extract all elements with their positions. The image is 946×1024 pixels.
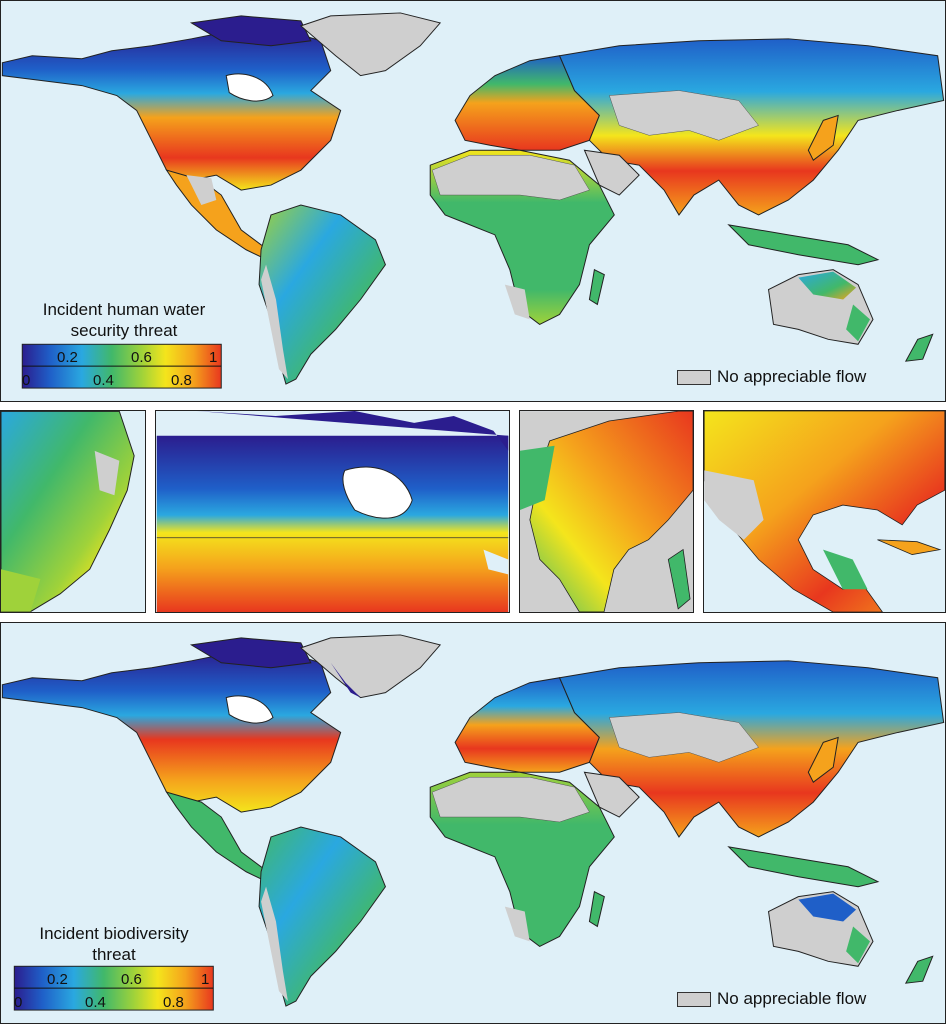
water-security-map: Incident human water security threat 0.2… — [0, 0, 946, 402]
water-tick-top-3: 1 — [209, 349, 218, 366]
inset-canada — [155, 410, 510, 613]
bio-no-flow-label: No appreciable flow — [717, 989, 867, 1008]
water-security-map-graphic — [1, 12, 945, 389]
bio-tick-top-3: 1 — [201, 971, 210, 988]
biodiversity-map-graphic — [1, 634, 945, 1011]
inset-south-america — [0, 410, 146, 613]
no-flow-swatch — [677, 991, 711, 1007]
bio-tick-bottom-2: 0.4 — [85, 994, 106, 1011]
bio-tick-bottom-3: 0.8 — [163, 994, 184, 1011]
north-america-landmass — [1, 28, 342, 191]
water-no-flow-label: No appreciable flow — [717, 367, 867, 386]
bio-legend-title-line2: threat — [92, 945, 136, 964]
water-tick-top-2: 0.6 — [131, 349, 152, 366]
bio-tick-bottom-1: 0 — [14, 994, 23, 1011]
no-flow-swatch — [677, 369, 711, 385]
water-tick-bottom-3: 0.8 — [171, 372, 192, 389]
bio-tick-top-1: 0.2 — [47, 971, 68, 988]
south-america-landmass — [258, 204, 387, 385]
water-tick-bottom-1: 0 — [22, 372, 31, 389]
inset-east-asia — [519, 410, 694, 613]
water-legend-title: Incident human water security threat — [19, 299, 229, 341]
bio-tick-top-2: 0.6 — [121, 971, 142, 988]
bio-legend-title: Incident biodiversity threat — [9, 923, 219, 965]
water-legend-title-line2: security threat — [70, 321, 178, 340]
water-no-flow-legend: No appreciable flow — [677, 367, 866, 387]
water-tick-bottom-2: 0.4 — [93, 372, 114, 389]
water-tick-top-1: 0.2 — [57, 349, 78, 366]
bio-legend-title-line1: Incident biodiversity — [39, 924, 189, 943]
bio-no-flow-legend: No appreciable flow — [677, 989, 866, 1009]
inset-us-mexico — [703, 410, 946, 613]
water-legend-title-line1: Incident human water — [42, 300, 206, 319]
biodiversity-map: Incident biodiversity threat 0.2 0.6 1 0… — [0, 622, 946, 1024]
